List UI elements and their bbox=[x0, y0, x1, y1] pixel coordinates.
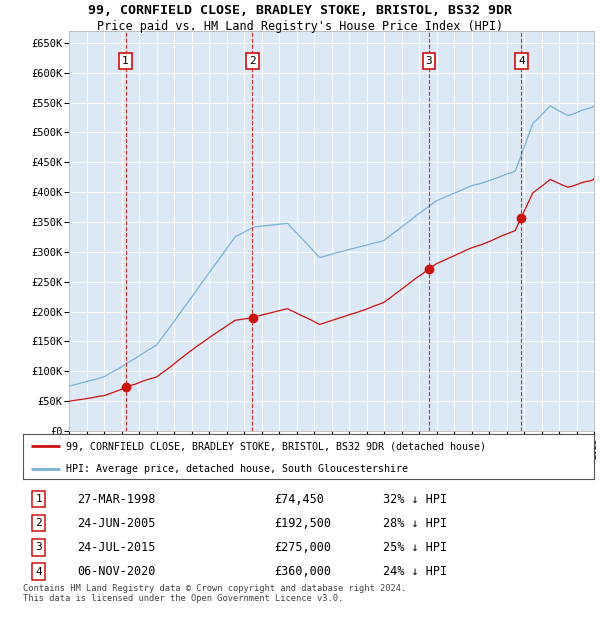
Text: 24% ↓ HPI: 24% ↓ HPI bbox=[383, 565, 447, 578]
Text: 3: 3 bbox=[35, 542, 42, 552]
Text: 32% ↓ HPI: 32% ↓ HPI bbox=[383, 493, 447, 506]
Text: 99, CORNFIELD CLOSE, BRADLEY STOKE, BRISTOL, BS32 9DR (detached house): 99, CORNFIELD CLOSE, BRADLEY STOKE, BRIS… bbox=[65, 441, 485, 451]
Text: 4: 4 bbox=[518, 56, 525, 66]
Text: 24-JUL-2015: 24-JUL-2015 bbox=[77, 541, 155, 554]
Text: 24-JUN-2005: 24-JUN-2005 bbox=[77, 517, 155, 530]
Text: 2: 2 bbox=[35, 518, 42, 528]
Text: Price paid vs. HM Land Registry's House Price Index (HPI): Price paid vs. HM Land Registry's House … bbox=[97, 20, 503, 33]
Text: 2: 2 bbox=[249, 56, 256, 66]
Text: £360,000: £360,000 bbox=[274, 565, 331, 578]
Text: Contains HM Land Registry data © Crown copyright and database right 2024.
This d: Contains HM Land Registry data © Crown c… bbox=[23, 584, 406, 603]
Text: £192,500: £192,500 bbox=[274, 517, 331, 530]
Text: 27-MAR-1998: 27-MAR-1998 bbox=[77, 493, 155, 506]
Text: HPI: Average price, detached house, South Gloucestershire: HPI: Average price, detached house, Sout… bbox=[65, 464, 407, 474]
Text: 06-NOV-2020: 06-NOV-2020 bbox=[77, 565, 155, 578]
Text: 99, CORNFIELD CLOSE, BRADLEY STOKE, BRISTOL, BS32 9DR: 99, CORNFIELD CLOSE, BRADLEY STOKE, BRIS… bbox=[88, 4, 512, 17]
Text: 1: 1 bbox=[35, 494, 42, 504]
Text: 28% ↓ HPI: 28% ↓ HPI bbox=[383, 517, 447, 530]
Text: 4: 4 bbox=[35, 567, 42, 577]
Text: 1: 1 bbox=[122, 56, 129, 66]
Text: £275,000: £275,000 bbox=[274, 541, 331, 554]
Text: 3: 3 bbox=[425, 56, 432, 66]
Text: 25% ↓ HPI: 25% ↓ HPI bbox=[383, 541, 447, 554]
Text: £74,450: £74,450 bbox=[274, 493, 324, 506]
